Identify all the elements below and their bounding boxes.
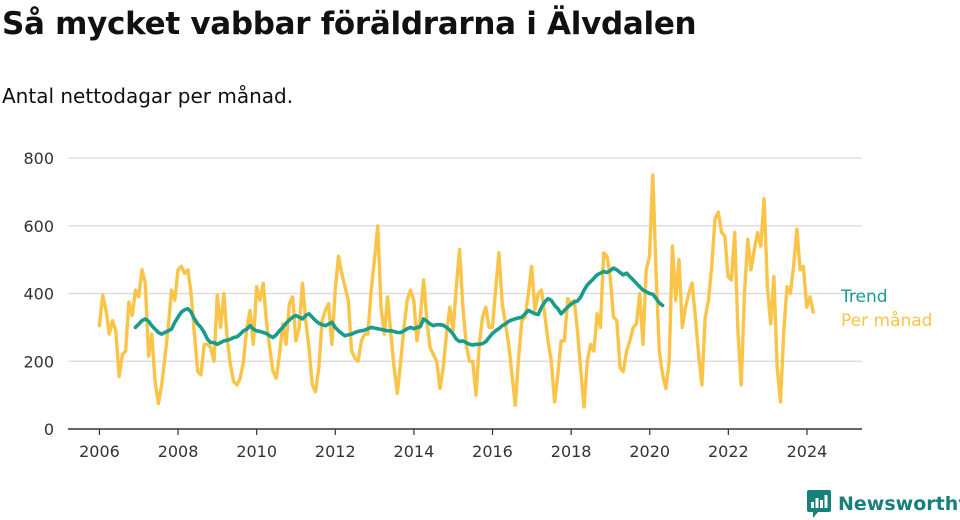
x-tick-label: 2012 [315,442,356,461]
chart-subtitle: Antal nettodagar per månad. [2,84,294,108]
x-tick-label: 2014 [394,442,435,461]
x-axis-ticks: 2006 2008 2010 2012 2014 2016 2018 2020 2022 2024 [79,429,827,461]
monthly-series-line [97,173,815,409]
y-tick-label: 400 [23,285,54,304]
y-axis-ticks: 0 200 400 600 800 [23,149,54,439]
brand-logo: Newsworthy [806,489,960,519]
chart-title: Så mycket vabbar föräldrarna i Älvdalen [2,6,697,42]
x-tick-label: 2016 [472,442,513,461]
legend-label: Per månad [841,310,932,331]
x-tick-label: 2024 [787,442,828,461]
legend-label: Trend [840,287,888,307]
newsworthy-logo-icon [807,490,831,518]
x-tick-label: 2022 [708,442,749,461]
y-tick-label: 800 [23,149,54,168]
gridlines [68,157,862,362]
legend: Trend Per månad [840,287,932,331]
x-tick-label: 2020 [629,442,670,461]
x-tick-label: 2018 [551,442,592,461]
trend-series-line [133,266,665,347]
x-tick-label: 2006 [79,442,120,461]
y-tick-label: 600 [23,217,54,236]
y-tick-label: 200 [23,352,54,371]
x-tick-label: 2008 [158,442,199,461]
x-tick-label: 2010 [236,442,277,461]
brand-name: Newsworthy [838,493,960,515]
y-tick-label: 0 [44,420,54,439]
series-lines [97,173,815,409]
